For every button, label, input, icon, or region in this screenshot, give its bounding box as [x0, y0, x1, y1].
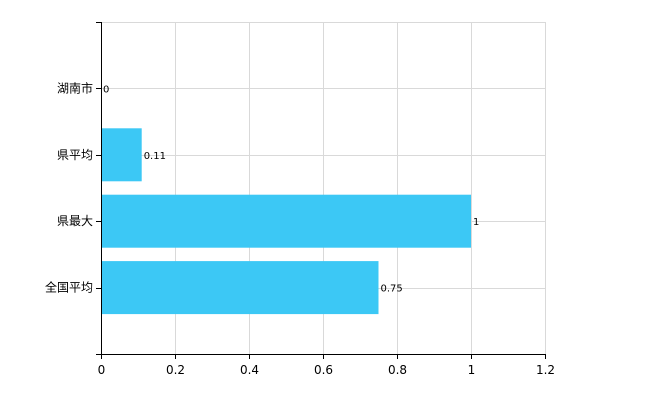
category-label: 全国平均	[45, 280, 93, 295]
bar	[102, 128, 142, 182]
x-tick-label: 0.8	[388, 363, 407, 377]
data-label: 1	[473, 217, 479, 228]
category-label: 県平均	[57, 148, 93, 162]
data-label: 0.75	[381, 284, 403, 295]
data-label: 0	[103, 84, 109, 95]
category-label: 湖南市	[57, 80, 93, 95]
data-label: 0.11	[144, 151, 166, 162]
x-tick-label: 0	[98, 363, 106, 377]
x-tick-label: 1.2	[536, 363, 555, 377]
x-tick-label: 0.4	[240, 363, 259, 377]
bar	[102, 194, 471, 248]
axes-layer	[96, 22, 546, 359]
bars-layer	[102, 128, 471, 315]
category-label: 県最大	[57, 214, 93, 228]
x-tick-label: 0.6	[314, 363, 333, 377]
x-tick-label: 1	[468, 363, 476, 377]
x-tick-label: 0.2	[166, 363, 185, 377]
bar	[102, 261, 379, 315]
